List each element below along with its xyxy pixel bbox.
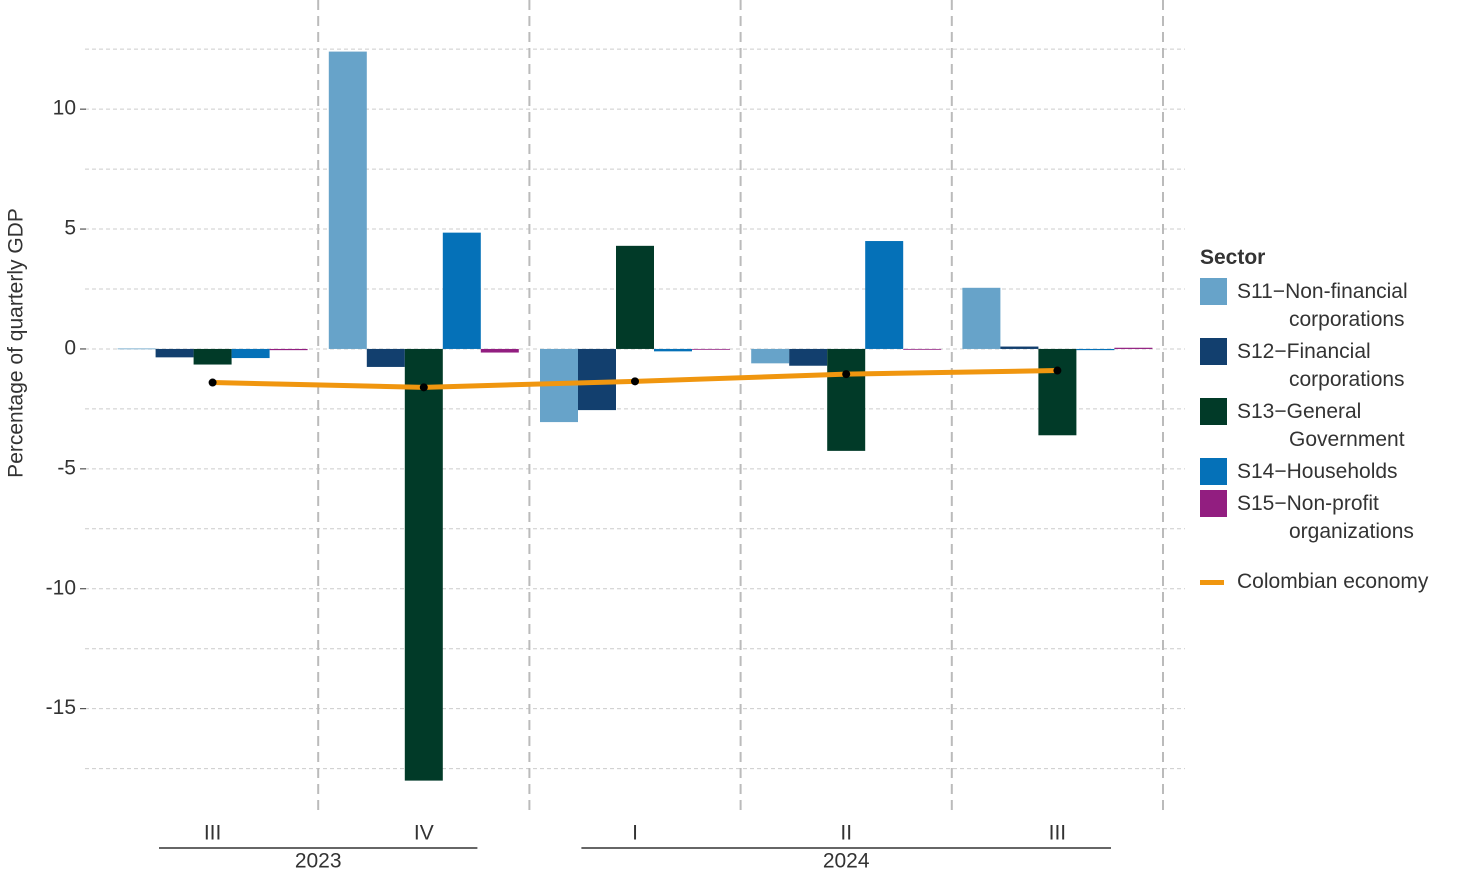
y-tick-label: 5 [64, 217, 76, 240]
bar [1038, 348, 1077, 436]
legend-item: Colombian economy [1200, 568, 1470, 596]
legend-swatch [1200, 490, 1227, 517]
bar [269, 348, 308, 351]
bar [328, 51, 367, 349]
bar [827, 348, 866, 451]
bar [117, 348, 156, 350]
bar [692, 348, 730, 350]
bar [962, 287, 1001, 349]
bar [442, 232, 481, 349]
y-tick-label: -15 [46, 696, 76, 719]
legend-label: S13−General Government [1237, 400, 1405, 451]
legend-label: S15−Non-profit organizations [1237, 492, 1414, 543]
x-tick-label: III [204, 822, 222, 845]
legend-swatch [1200, 579, 1224, 585]
bar [366, 348, 405, 367]
legend-swatch [1200, 398, 1227, 425]
bar [654, 348, 692, 352]
line-point [419, 383, 428, 392]
legend-swatch [1200, 338, 1227, 365]
legend-label: S14−Households [1237, 460, 1398, 483]
bar [751, 348, 790, 364]
bar [193, 348, 232, 365]
bar [1076, 348, 1115, 351]
y-tick-label: -10 [46, 576, 76, 599]
bar [789, 348, 828, 366]
legend-item: S14−Households [1200, 458, 1470, 486]
legend-label: S12−Financial corporations [1237, 340, 1405, 391]
x-tick-label: I [632, 822, 638, 845]
legend-item: S15−Non-profit organizations [1200, 490, 1470, 546]
y-tick-label: -5 [57, 456, 76, 479]
legend-label: Colombian economy [1237, 570, 1429, 593]
legend-item: S13−General Government [1200, 398, 1470, 454]
x-tick-label: II [840, 822, 852, 845]
bar [155, 348, 194, 358]
legend: Sector S11−Non-financial corporations S12… [1200, 246, 1470, 600]
y-tick-label: 0 [64, 336, 76, 359]
bar [1114, 347, 1153, 349]
bar [903, 348, 942, 350]
x-tick-label: III [1049, 822, 1067, 845]
legend-item: S11−Non-financial corporations [1200, 278, 1470, 334]
line-point [842, 370, 851, 379]
legend-swatch [1200, 278, 1227, 305]
bar [1000, 346, 1039, 349]
bar [616, 245, 654, 349]
legend-item: S12−Financial corporations [1200, 338, 1470, 394]
legend-label: S11−Non-financial corporations [1237, 280, 1408, 331]
bar [865, 241, 904, 349]
bar [578, 348, 616, 411]
grid [85, 48, 1185, 770]
x-tick-label: IV [414, 822, 434, 845]
bar [231, 348, 270, 359]
bar [404, 348, 443, 781]
legend-title: Sector [1200, 246, 1266, 269]
legend-swatch [1200, 458, 1227, 485]
group-label: 2024 [823, 850, 870, 873]
line-point [208, 378, 217, 387]
y-axis-label: Percentage of quarterly GDP [5, 208, 28, 478]
group-label: 2023 [295, 850, 342, 873]
y-tick-label: 10 [53, 97, 76, 120]
line-point [631, 377, 639, 386]
line-point [1053, 366, 1062, 375]
bar [480, 348, 519, 353]
